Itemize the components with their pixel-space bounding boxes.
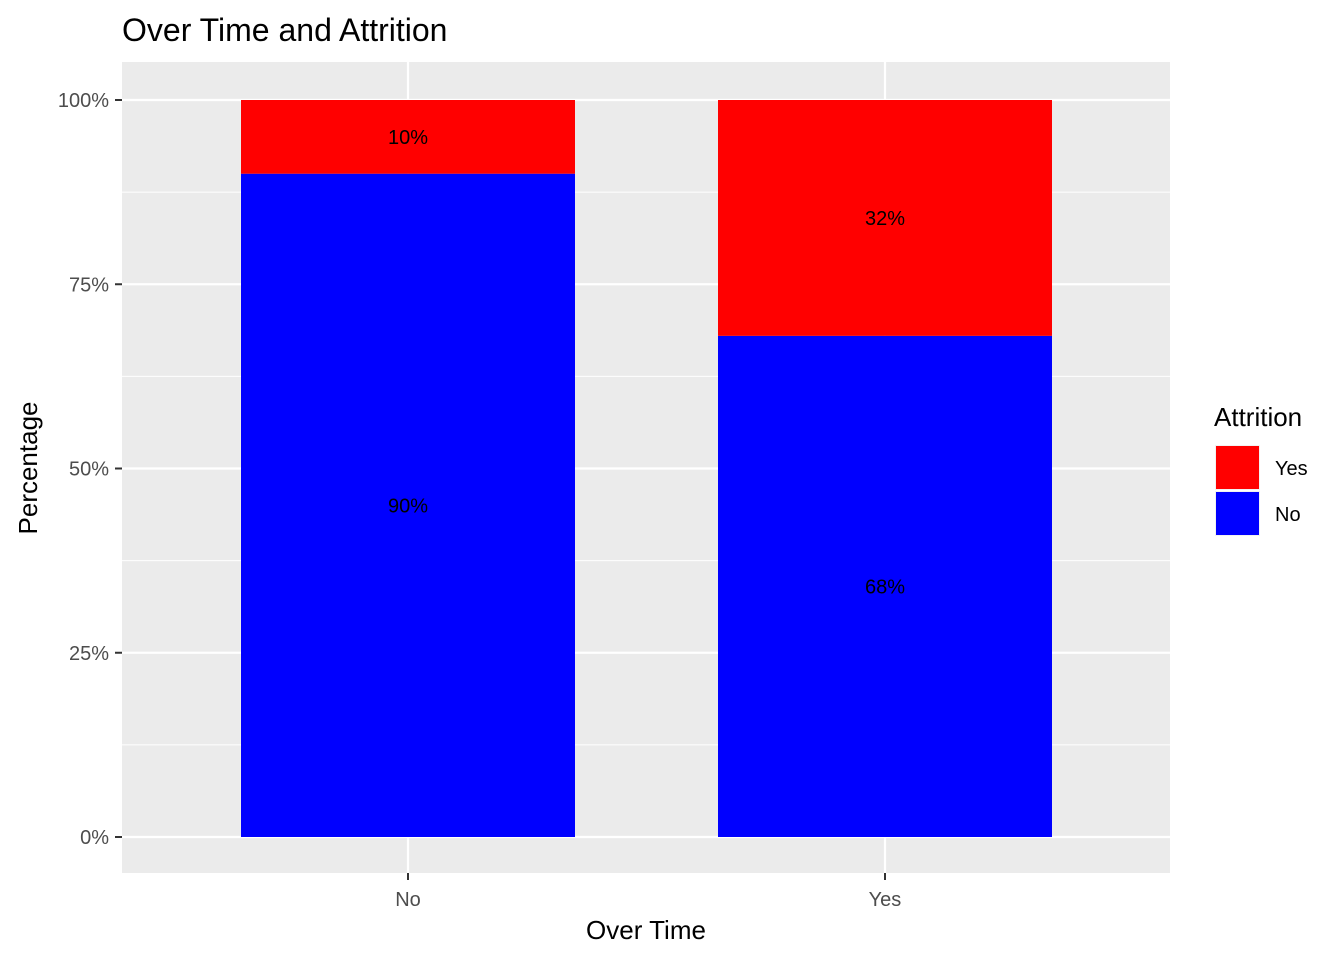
chart-title: Over Time and Attrition xyxy=(122,12,447,48)
bar-segment-no-yes xyxy=(718,335,1052,837)
y-axis: 0% 25% 50% 75% 100% xyxy=(58,90,122,849)
y-axis-title: Percentage xyxy=(13,402,43,535)
bar-labels: 90% 10% 68% 32% xyxy=(388,127,905,599)
legend-key-no xyxy=(1216,492,1259,535)
bar-segment-yes-yes xyxy=(718,100,1052,336)
legend-key-yes xyxy=(1216,446,1259,489)
x-axis: No Yes xyxy=(395,873,901,911)
y-tick-label: 100% xyxy=(58,90,109,112)
legend: Attrition Yes No xyxy=(1214,402,1308,536)
y-tick-label: 25% xyxy=(69,643,109,665)
bar-segment-yes-no xyxy=(241,100,575,174)
data-label: 10% xyxy=(388,127,428,149)
legend-label-no: No xyxy=(1275,504,1301,526)
legend-title: Attrition xyxy=(1214,402,1302,432)
y-tick-label: 50% xyxy=(69,459,109,481)
data-label: 68% xyxy=(865,576,905,598)
legend-label-yes: Yes xyxy=(1275,458,1308,480)
bars xyxy=(241,100,1052,837)
y-tick-label: 75% xyxy=(69,274,109,296)
x-tick-label: Yes xyxy=(869,889,902,911)
data-label: 32% xyxy=(865,208,905,230)
data-label: 90% xyxy=(388,495,428,517)
x-tick-label: No xyxy=(395,889,421,911)
x-axis-title: Over Time xyxy=(586,915,706,945)
bar-segment-no-no xyxy=(241,173,575,837)
y-tick-label: 0% xyxy=(80,827,109,849)
